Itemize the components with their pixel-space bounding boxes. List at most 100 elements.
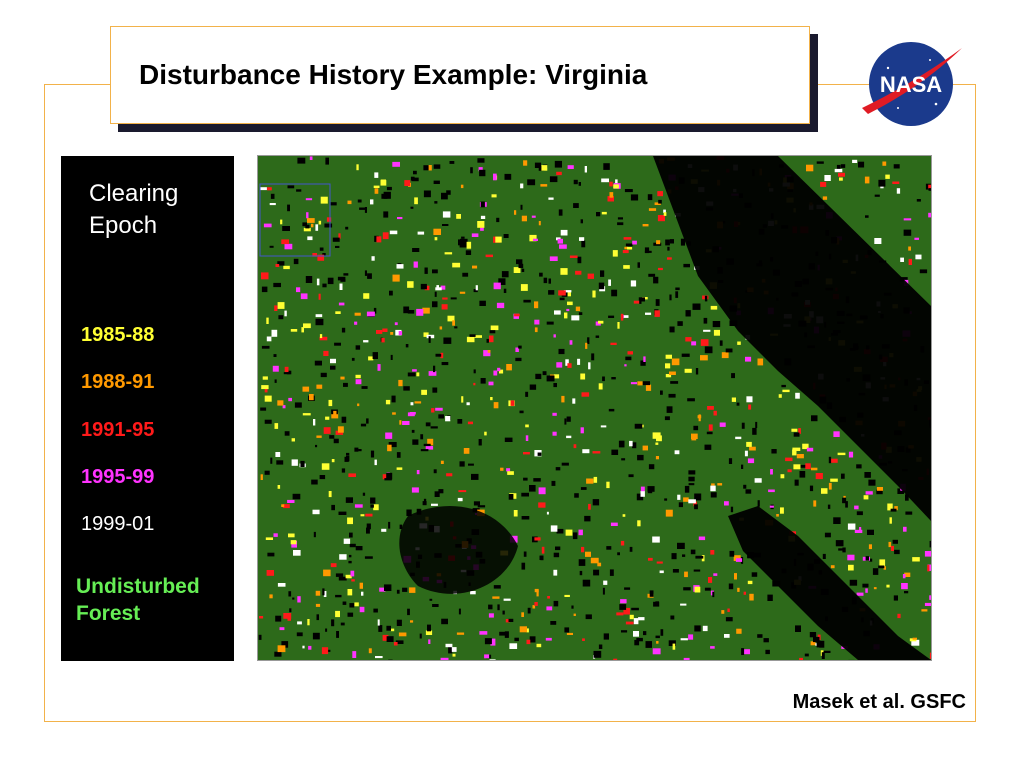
logo-text: NASA <box>880 72 942 97</box>
map-speckle <box>493 282 501 290</box>
map-speckle <box>640 486 645 492</box>
map-speckle <box>428 371 437 376</box>
map-speckle <box>423 190 431 198</box>
map-speckle <box>687 398 695 402</box>
map-speckle <box>575 306 581 312</box>
map-speckle <box>349 603 355 608</box>
map-speckle <box>700 339 709 346</box>
map-speckle <box>287 615 291 621</box>
map-speckle <box>410 206 414 209</box>
map-speckle <box>274 423 279 429</box>
map-speckle <box>322 588 325 596</box>
map-speckle <box>710 305 718 310</box>
map-speckle <box>410 176 415 181</box>
map-speckle <box>379 587 386 592</box>
map-speckle <box>473 382 476 386</box>
map-speckle <box>281 504 285 507</box>
map-speckle <box>331 504 335 511</box>
map-speckle <box>552 431 557 436</box>
map-speckle <box>637 520 641 527</box>
map-speckle <box>389 230 398 235</box>
map-speckle <box>313 531 316 538</box>
map-speckle <box>411 487 419 493</box>
map-speckle <box>729 550 735 557</box>
map-speckle <box>407 310 415 314</box>
map-speckle <box>355 345 361 350</box>
map-speckle <box>915 254 922 260</box>
map-speckle <box>504 173 512 180</box>
map-speckle <box>410 402 414 406</box>
map-speckle <box>724 501 729 506</box>
map-speckle <box>671 358 680 366</box>
map-speckle <box>519 626 527 633</box>
map-speckle <box>675 291 679 298</box>
map-speckle <box>315 314 323 318</box>
map-speckle <box>459 240 467 248</box>
map-speckle <box>636 637 643 642</box>
map-speckle <box>466 241 472 249</box>
map-speckle <box>765 649 770 655</box>
map-speckle <box>351 579 355 582</box>
map-speckle <box>684 485 690 493</box>
map-speckle <box>484 638 492 645</box>
map-speckle <box>603 163 610 170</box>
map-speckle <box>663 212 667 216</box>
map-speckle <box>540 184 548 187</box>
map-speckle <box>479 169 486 177</box>
map-speckle <box>325 157 329 165</box>
legend-heading-line2: Epoch <box>89 212 158 239</box>
map-speckle <box>498 278 506 285</box>
map-speckle <box>348 560 352 564</box>
map-speckle <box>834 168 843 173</box>
map-speckle <box>523 477 528 481</box>
map-speckle <box>534 588 539 593</box>
map-speckle <box>623 265 630 269</box>
map-speckle <box>637 262 640 268</box>
map-speckle <box>897 613 901 619</box>
map-speckle <box>564 418 567 425</box>
map-speckle <box>297 621 302 625</box>
map-speckle <box>654 310 660 317</box>
map-speckle <box>623 607 630 615</box>
map-speckle <box>284 431 290 436</box>
map-speckle <box>335 573 344 577</box>
map-speckle <box>499 631 506 636</box>
map-speckle <box>284 366 289 373</box>
map-speckle <box>452 320 455 326</box>
map-speckle <box>757 634 763 638</box>
map-speckle <box>329 435 335 439</box>
map-speckle <box>416 372 420 377</box>
map-speckle <box>529 384 537 390</box>
map-speckle <box>800 464 808 468</box>
map-speckle <box>577 256 582 264</box>
map-speckle <box>633 618 639 625</box>
map-speckle <box>596 212 601 217</box>
map-speckle <box>504 437 513 442</box>
map-speckle <box>261 385 269 390</box>
map-speckle <box>269 203 276 206</box>
map-speckle <box>669 371 676 375</box>
map-speckle <box>291 459 298 466</box>
map-speckle <box>631 607 639 611</box>
map-speckle <box>457 419 463 424</box>
map-speckle <box>480 201 485 208</box>
map-speckle <box>503 234 509 238</box>
map-speckle <box>277 485 281 489</box>
map-speckle <box>373 504 379 511</box>
map-speckle <box>383 191 391 199</box>
map-speckle <box>341 468 346 473</box>
map-speckle <box>287 499 295 503</box>
map-speckle <box>438 414 444 419</box>
map-speckle <box>431 503 438 506</box>
map-speckle <box>514 637 519 642</box>
map-speckle <box>621 458 626 461</box>
map-speckle <box>735 558 743 562</box>
map-speckle <box>462 272 469 277</box>
map-speckle <box>665 374 672 378</box>
map-speckle <box>708 577 713 583</box>
map-speckle <box>629 440 633 447</box>
map-speckle <box>271 329 278 337</box>
map-speckle <box>406 509 412 516</box>
map-speckle <box>816 640 821 648</box>
map-speckle <box>840 164 846 168</box>
